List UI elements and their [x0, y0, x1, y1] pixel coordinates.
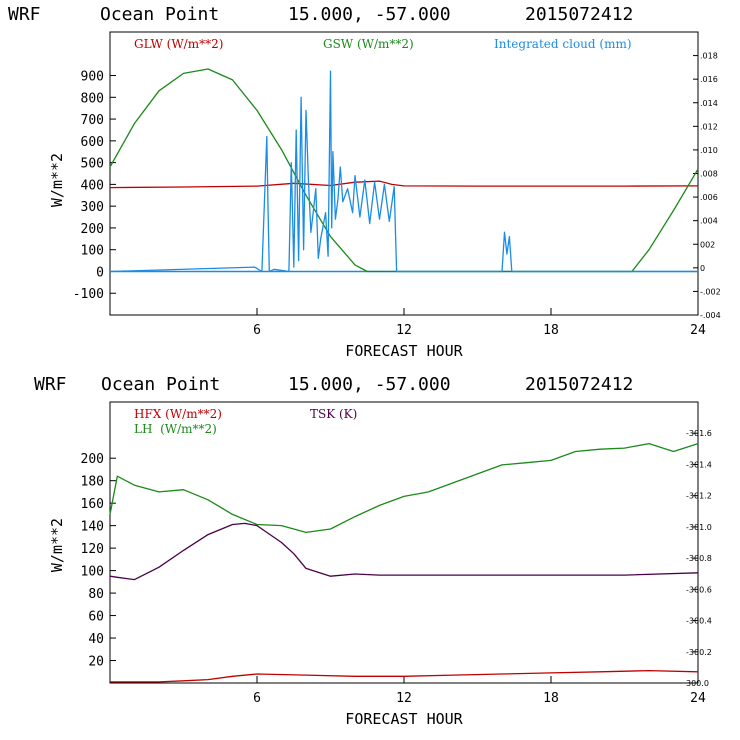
top-ticks: 6 12 18 24 -100 0 100 200 300 400 500 600 700 800 900 -…	[73, 52, 721, 338]
top-rtick-label: .012	[700, 122, 718, 131]
bottom-series-lh-line	[109, 442, 699, 534]
bottom-rtick-label: -300.2	[686, 648, 712, 657]
top-title-model: WRF	[8, 4, 41, 25]
bottom-title-coords: 15.000, -57.000	[288, 374, 451, 395]
top-ytick-label: 500	[81, 157, 104, 172]
bottom-lines	[109, 442, 699, 683]
bottom-ytick-label: 20	[88, 655, 104, 670]
bottom-plot-frame	[109, 401, 699, 684]
top-xtick-label: 6	[253, 323, 261, 338]
top-xtick-label: 18	[543, 323, 559, 338]
top-ytick-label: -100	[73, 287, 104, 302]
bottom-legend-tsk: TSK (K)	[310, 407, 357, 421]
top-ytick-label: 100	[81, 244, 104, 259]
bottom-rtick-label: 300.0	[686, 679, 709, 688]
top-ytick-label: 300	[81, 200, 104, 215]
bottom-ytick-label: 140	[81, 520, 104, 535]
top-ylabel: W/m**2	[48, 153, 66, 207]
bottom-ytick-label: 180	[81, 475, 104, 490]
bottom-ytick-label: 40	[88, 632, 104, 647]
top-plot-frame	[109, 31, 699, 316]
bottom-rtick-label: -301.0	[686, 523, 712, 532]
top-lines	[109, 68, 699, 273]
top-ytick-label: 400	[81, 178, 104, 193]
top-rtick-label: .016	[700, 75, 718, 84]
top-legend-cloud: Integrated cloud (mm)	[494, 37, 632, 51]
top-ytick-label: 700	[81, 113, 104, 128]
top-title-location: Ocean Point	[100, 4, 219, 25]
top-rtick-label: .010	[700, 146, 718, 155]
bottom-xtick-label: 12	[396, 691, 412, 706]
bottom-rtick-label: -301.4	[686, 460, 712, 469]
bottom-ytick-label: 100	[81, 565, 104, 580]
bottom-ytick-label: 120	[81, 542, 104, 557]
bottom-ytick-label: 60	[88, 610, 104, 625]
bottom-series-tsk-line	[109, 522, 699, 581]
bottom-series-hfx-line	[110, 669, 699, 683]
top-rtick-label: .004	[700, 217, 718, 226]
top-rtick-label: .006	[700, 193, 718, 202]
top-legend-glw: GLW (W/m**2)	[134, 37, 223, 51]
top-series-integrated-line	[109, 70, 698, 273]
bottom-rtick-label: -300.6	[686, 585, 712, 594]
bottom-ytick-label: 80	[88, 587, 104, 602]
bottom-title-init: 2015072412	[525, 374, 633, 395]
bottom-title-location: Ocean Point	[101, 374, 220, 395]
bottom-xtick-label: 18	[543, 691, 559, 706]
top-ytick-label: 0	[96, 265, 104, 280]
top-rtick-label: -.004	[700, 311, 721, 320]
bottom-rtick-label: -301.2	[686, 492, 712, 501]
top-chart: WRF Ocean Point 15.000, -57.000 20150724…	[8, 4, 721, 360]
top-rtick-label: 002	[700, 240, 715, 249]
top-xlabel: FORECAST HOUR	[345, 342, 463, 360]
bottom-ticks: 6 12 18 24 20 40 60 80 100 120 140 160 180 200 300.0 -3…	[81, 429, 712, 706]
bottom-rtick-label: -301.6	[686, 429, 712, 438]
top-title-coords: 15.000, -57.000	[288, 4, 451, 25]
bottom-legend-lh: LH (W/m**2)	[134, 422, 217, 436]
top-rtick-label: 0	[700, 264, 705, 273]
top-rtick-label: .008	[700, 170, 718, 179]
bottom-ylabel: W/m**2	[48, 518, 66, 572]
top-xtick-label: 12	[396, 323, 412, 338]
bottom-chart: WRF Ocean Point 15.000, -57.000 20150724…	[34, 374, 712, 728]
top-series-gsw-line	[109, 68, 699, 273]
bottom-xtick-label: 6	[253, 691, 261, 706]
top-rtick-label: -.002	[700, 287, 721, 296]
bottom-ytick-label: 160	[81, 497, 104, 512]
bottom-rtick-label: -300.8	[686, 554, 712, 563]
top-rtick-label: .014	[700, 99, 718, 108]
top-rtick-label: .018	[700, 52, 718, 61]
bottom-ytick-label: 200	[81, 452, 104, 467]
bottom-xlabel: FORECAST HOUR	[345, 710, 463, 728]
top-ytick-label: 600	[81, 135, 104, 150]
top-ytick-label: 800	[81, 91, 104, 106]
top-ytick-label: 200	[81, 222, 104, 237]
bottom-rtick-label: -300.4	[686, 617, 712, 626]
top-legend-gsw: GSW (W/m**2)	[323, 37, 414, 51]
top-title-init: 2015072412	[525, 4, 633, 25]
top-xtick-label: 24	[690, 323, 706, 338]
top-ytick-label: 900	[81, 70, 104, 85]
top-series-glw-line	[109, 180, 699, 189]
bottom-legend-hfx: HFX (W/m**2)	[134, 407, 222, 421]
bottom-title-model: WRF	[34, 374, 67, 395]
bottom-xtick-label: 24	[690, 691, 706, 706]
